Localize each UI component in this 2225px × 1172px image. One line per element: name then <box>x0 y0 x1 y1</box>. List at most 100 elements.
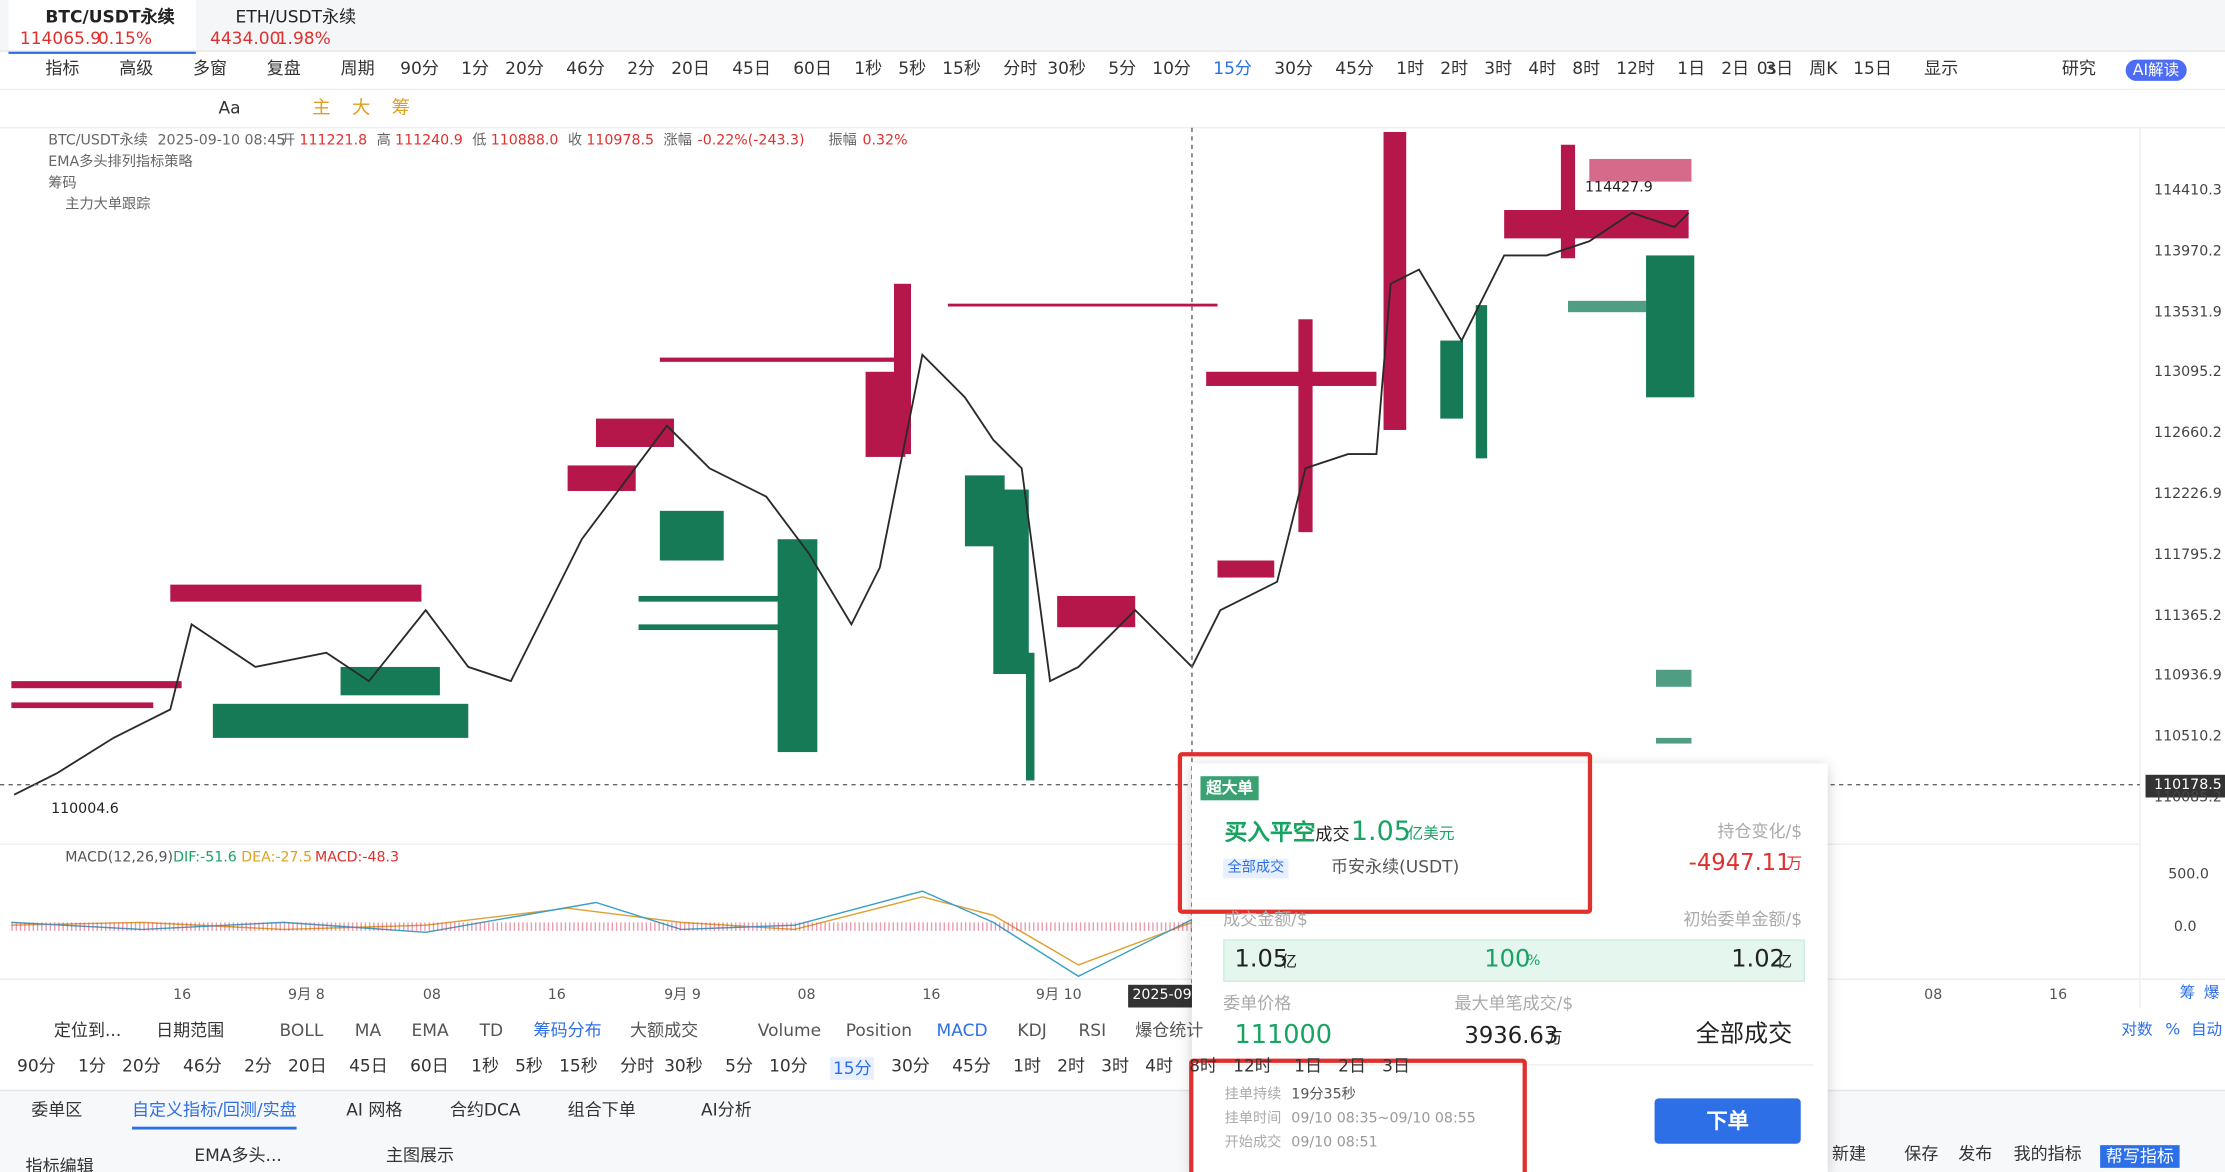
date-range-button[interactable]: 日期范围 <box>156 1020 225 1041</box>
drawing-tool[interactable]: 筹 <box>391 97 411 120</box>
period-button[interactable]: 8时 <box>1189 1055 1218 1076</box>
period-button[interactable]: 分时 <box>620 1055 655 1076</box>
period-button[interactable]: 1秒 <box>471 1055 499 1076</box>
indicator-tab[interactable]: MACD <box>936 1020 988 1041</box>
toolbar-button[interactable]: 周期 <box>340 58 375 79</box>
toolbar-right[interactable]: 研究 <box>2061 58 2096 79</box>
period-button[interactable]: 5秒 <box>515 1055 543 1076</box>
period-button[interactable]: 12时 <box>1233 1055 1272 1076</box>
period-button[interactable]: 2分 <box>244 1055 272 1076</box>
indicator-tab[interactable]: KDJ <box>1017 1020 1047 1041</box>
period-button[interactable]: 周K <box>1809 58 1838 79</box>
panel-action[interactable]: 保存 <box>1904 1143 1939 1164</box>
period-button[interactable]: 1分 <box>78 1055 106 1076</box>
period-button[interactable]: 15秒 <box>559 1055 598 1076</box>
indicator-tab[interactable]: TD <box>479 1020 504 1041</box>
period-button[interactable]: 1分 <box>461 58 490 79</box>
period-button[interactable]: 15日 <box>1853 58 1892 79</box>
period-button[interactable]: 分时 <box>1003 58 1038 79</box>
period-button[interactable]: 5分 <box>725 1055 753 1076</box>
indicator-tab[interactable]: EMA <box>411 1020 449 1041</box>
panel-tab[interactable]: AI 网格 <box>346 1099 403 1120</box>
period-button[interactable]: 60日 <box>410 1055 449 1076</box>
period-button[interactable]: 20日 <box>671 58 710 79</box>
period-button[interactable]: 4时 <box>1528 58 1557 79</box>
axis-control[interactable]: % <box>2165 1020 2181 1039</box>
period-button[interactable]: 1时 <box>1396 58 1425 79</box>
period-button[interactable]: 46分 <box>183 1055 222 1076</box>
period-button[interactable]: 15分 <box>1213 58 1252 79</box>
period-button[interactable]: 15分 <box>830 1057 875 1080</box>
period-button[interactable]: 1日 <box>1677 58 1706 79</box>
indicator-tab[interactable]: Volume <box>757 1020 822 1041</box>
panel-item[interactable]: EMA多头... <box>194 1145 282 1166</box>
tab-symbol[interactable]: BTC/USDT永续 <box>45 7 175 27</box>
panel-item[interactable]: 指标编辑 <box>25 1156 94 1172</box>
toolbar-button[interactable]: 复盘 <box>266 58 301 79</box>
period-button[interactable]: 20日 <box>288 1055 327 1076</box>
period-button[interactable]: 45分 <box>952 1055 991 1076</box>
drawing-tool[interactable]: 大 <box>351 97 371 120</box>
period-button[interactable]: 45日 <box>349 1055 388 1076</box>
order-button[interactable]: 下单 <box>1654 1098 1801 1144</box>
panel-tab[interactable]: 合约DCA <box>449 1099 521 1120</box>
period-button[interactable]: 20分 <box>122 1055 161 1076</box>
panel-action[interactable]: 发布 <box>1958 1143 1993 1164</box>
tab-symbol[interactable]: ETH/USDT永续 <box>235 7 357 27</box>
indicator-tab[interactable]: 大额成交 <box>630 1020 699 1041</box>
period-button[interactable]: 2日 <box>1721 58 1750 79</box>
axis-control[interactable]: 对数 <box>2121 1020 2153 1039</box>
drawing-tool[interactable]: 主 <box>312 97 331 120</box>
panel-action[interactable]: 新建 <box>1831 1143 1867 1164</box>
drawing-tool[interactable]: Aa <box>218 97 241 118</box>
period-button[interactable]: 45分 <box>1335 58 1375 79</box>
indicator-tab[interactable]: 爆仓统计 <box>1135 1020 1204 1041</box>
period-button[interactable]: 46分 <box>566 58 605 79</box>
period-button[interactable]: 5分 <box>1108 58 1137 79</box>
period-button[interactable]: 3时 <box>1101 1055 1130 1076</box>
panel-tab[interactable]: 组合下单 <box>567 1099 636 1120</box>
period-button[interactable]: 1时 <box>1013 1055 1042 1076</box>
period-button[interactable]: 2日 <box>1338 1055 1366 1076</box>
panel-action[interactable]: 我的指标 <box>2013 1143 2082 1164</box>
period-button[interactable]: 30分 <box>1274 58 1313 79</box>
period-button[interactable]: 90分 <box>400 58 439 79</box>
period-button[interactable]: 30秒 <box>664 1055 703 1076</box>
period-button[interactable]: 3日 <box>1765 58 1794 79</box>
period-button[interactable]: 12时 <box>1616 58 1655 79</box>
toolbar-button[interactable]: 指标 <box>45 58 80 79</box>
period-button[interactable]: 15秒 <box>942 58 981 79</box>
period-button[interactable]: 20分 <box>505 58 544 79</box>
toolbar-button[interactable]: 高级 <box>119 58 154 79</box>
panel-tab[interactable]: AI分析 <box>700 1099 752 1120</box>
period-button[interactable]: 5秒 <box>898 58 927 79</box>
period-button[interactable]: 90分 <box>17 1055 56 1076</box>
period-button[interactable]: 2分 <box>627 58 656 79</box>
period-button[interactable]: 4时 <box>1145 1055 1174 1076</box>
indicator-tab[interactable]: BOLL <box>279 1020 324 1041</box>
period-button[interactable]: 30秒 <box>1047 58 1086 79</box>
panel-tab[interactable]: 委单区 <box>31 1099 83 1120</box>
indicator-tab[interactable]: Position <box>845 1020 913 1041</box>
toolbar-right[interactable]: AI解读 <box>2125 59 2187 81</box>
period-button[interactable]: 45日 <box>732 58 771 79</box>
panel-item[interactable]: 主图展示 <box>385 1145 455 1166</box>
panel-tab[interactable]: 自定义指标/回测/实盘 <box>131 1101 297 1130</box>
panel-action[interactable]: 帮写指标 <box>2100 1145 2180 1168</box>
axis-control[interactable]: 爆 <box>2203 983 2220 1002</box>
indicator-tab[interactable]: 筹码分布 <box>533 1020 602 1041</box>
period-button[interactable]: 2时 <box>1440 58 1469 79</box>
period-button[interactable]: 2时 <box>1057 1055 1086 1076</box>
indicator-tab[interactable]: MA <box>354 1020 382 1041</box>
period-button[interactable]: 1秒 <box>854 58 883 79</box>
indicator-tab[interactable]: RSI <box>1078 1020 1107 1041</box>
locate-button[interactable]: 定位到... <box>53 1020 122 1041</box>
period-button[interactable]: 8时 <box>1572 58 1601 79</box>
period-button[interactable]: 10分 <box>1152 58 1191 79</box>
period-button[interactable]: 10分 <box>769 1055 808 1076</box>
toolbar-button[interactable]: 多窗 <box>192 58 228 79</box>
axis-control[interactable]: 筹 <box>2179 983 2196 1002</box>
period-button[interactable]: 3时 <box>1484 58 1513 79</box>
period-button[interactable]: 30分 <box>891 1055 930 1076</box>
axis-control[interactable]: 自动 <box>2190 1020 2223 1039</box>
